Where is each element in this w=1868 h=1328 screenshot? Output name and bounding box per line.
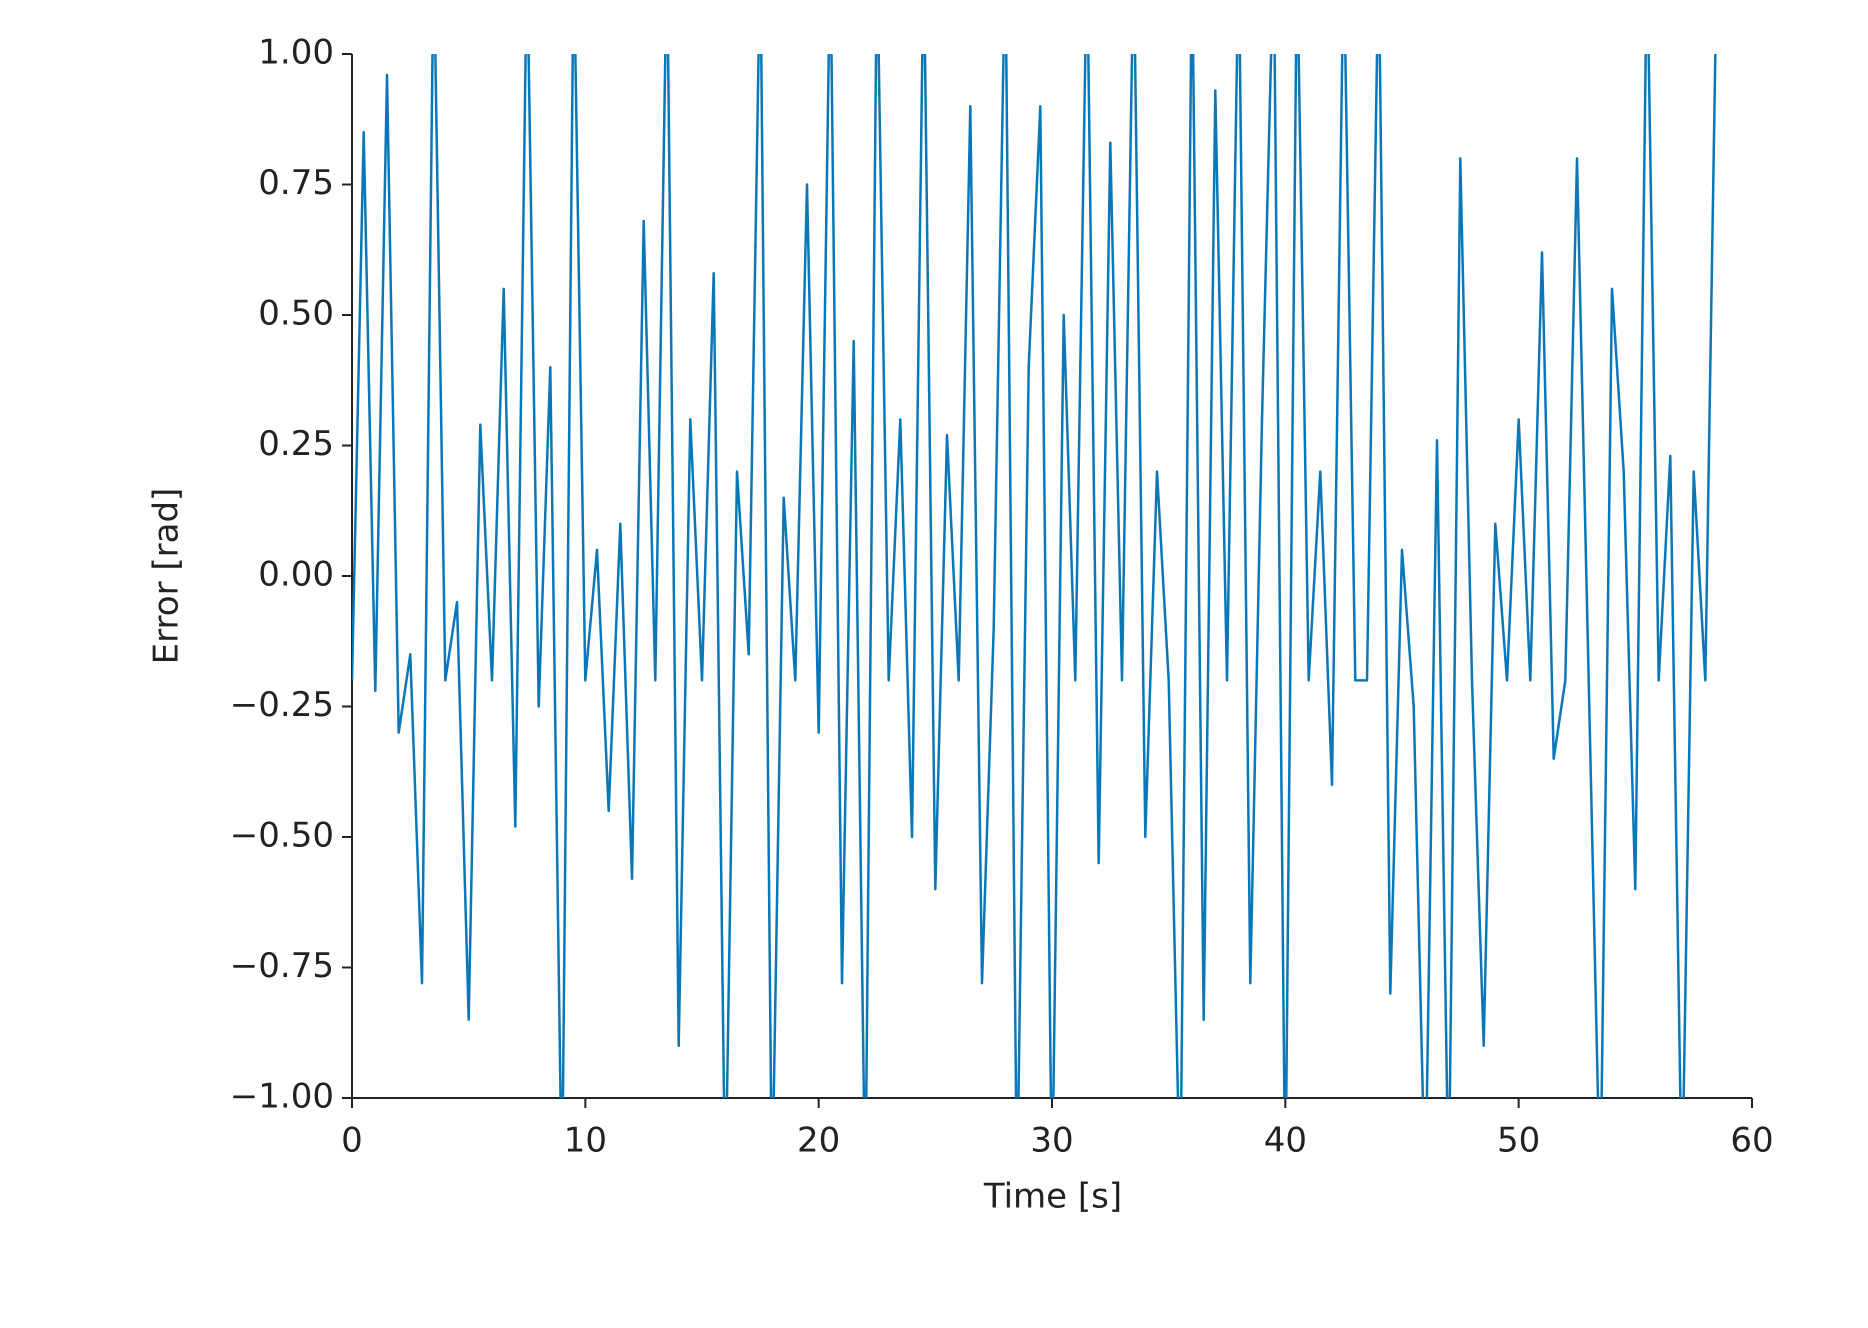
x-tick-label: 50: [1497, 1121, 1540, 1161]
x-axis-label: Time [s]: [983, 1177, 1122, 1217]
y-tick-label: −0.75: [230, 946, 334, 986]
x-tick-label: 0: [341, 1121, 363, 1161]
y-tick-label: 0.75: [258, 163, 334, 203]
x-tick-label: 40: [1264, 1121, 1307, 1161]
y-tick-label: 0.00: [258, 555, 334, 595]
x-tick-label: 10: [564, 1121, 607, 1161]
y-tick-label: 0.50: [258, 294, 334, 334]
x-tick-label: 30: [1030, 1121, 1073, 1161]
y-tick-label: −0.25: [230, 685, 334, 725]
y-tick-label: 0.25: [258, 424, 334, 464]
y-tick-label: 1.00: [258, 33, 334, 73]
y-tick-label: −1.00: [230, 1077, 334, 1117]
y-tick-label: −0.50: [230, 816, 334, 856]
y-axis-label: Error [rad]: [147, 488, 187, 665]
x-tick-label: 60: [1730, 1121, 1773, 1161]
data-line: [352, 54, 1717, 1098]
x-tick-label: 20: [797, 1121, 840, 1161]
